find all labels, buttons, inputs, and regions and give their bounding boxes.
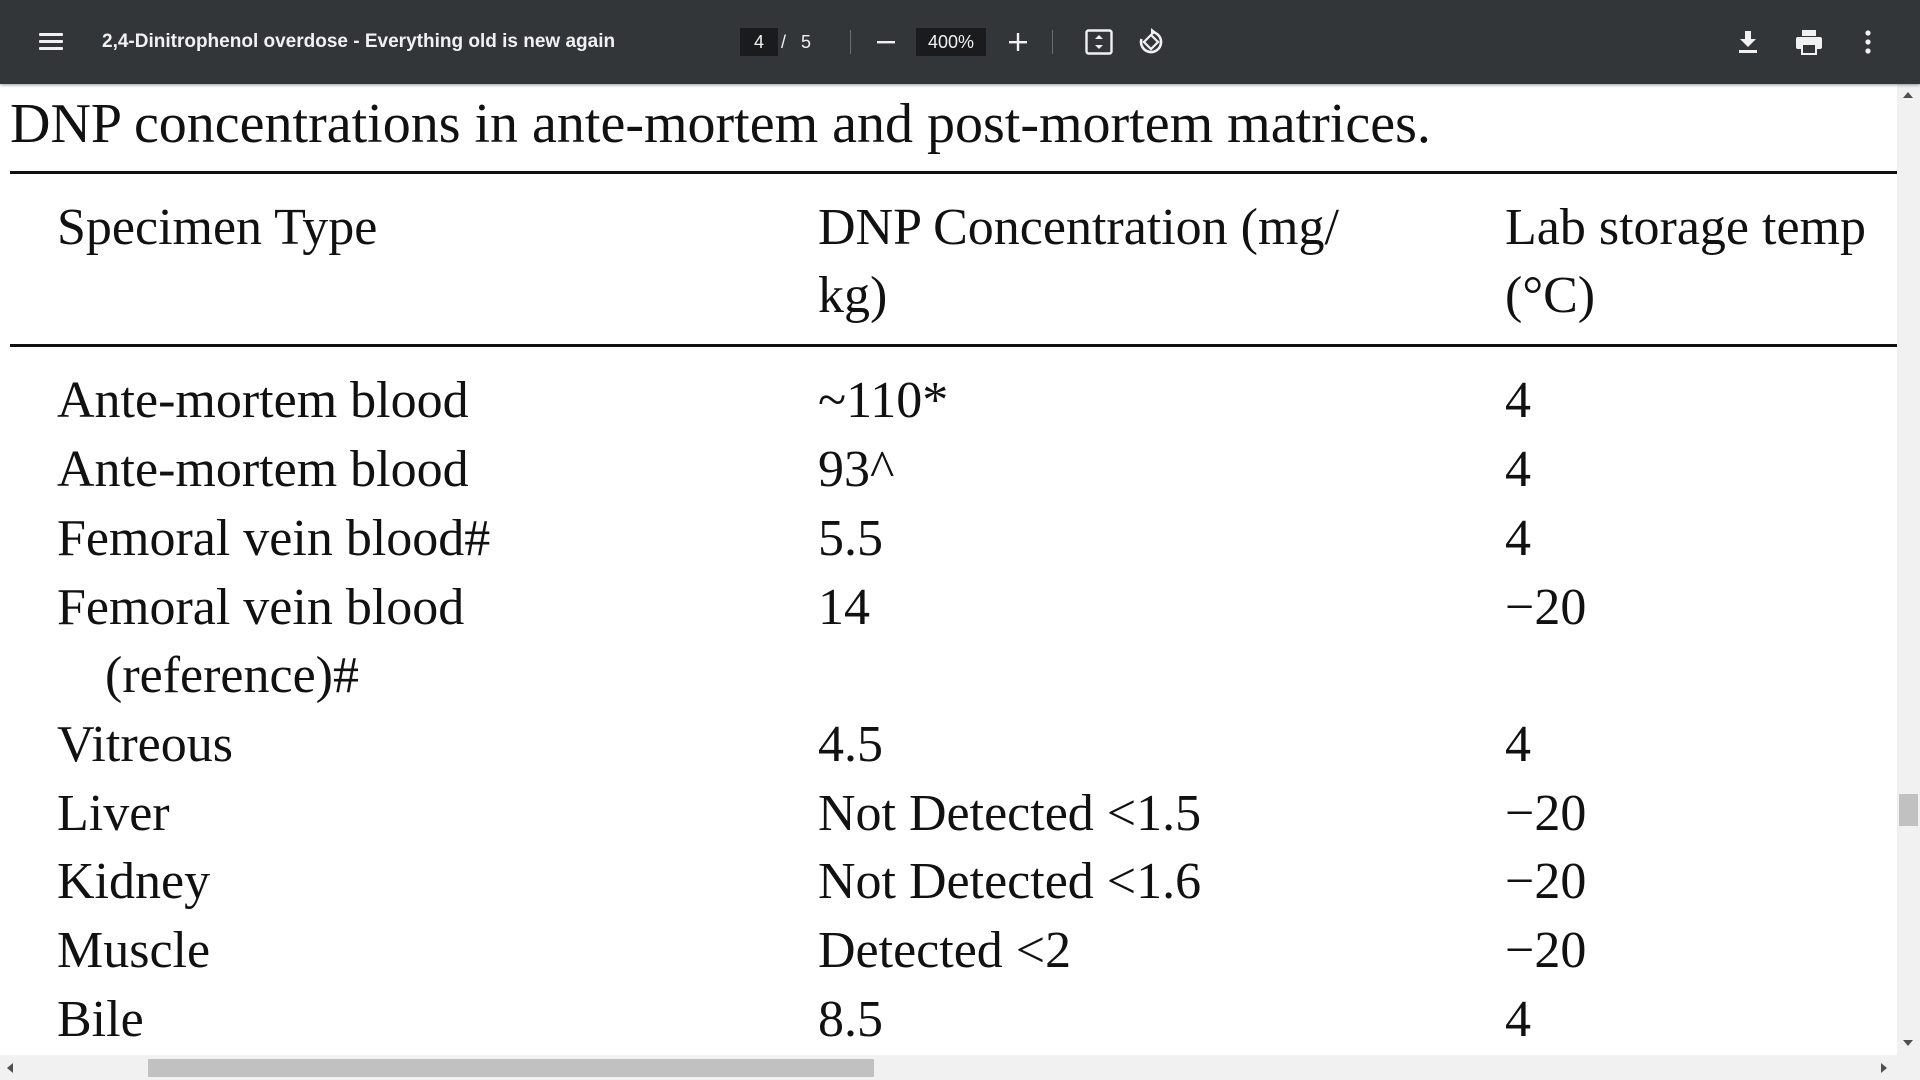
table-cell-specimen-cont: (reference)# — [105, 647, 359, 704]
table-header-rule — [10, 344, 1897, 347]
table-cell-temp: 4 — [1505, 372, 1531, 429]
zoom-out-button[interactable] — [868, 24, 904, 60]
table-cell-temp: 4 — [1505, 716, 1531, 773]
header-specimen-type: Specimen Type — [57, 199, 378, 256]
header-lab-storage-temp-cont: (°C) — [1505, 267, 1596, 324]
table-cell-temp: −20 — [1505, 853, 1587, 910]
table-cell-specimen: Vitreous — [57, 716, 233, 773]
table-cell-concentration: 8.5 — [818, 991, 883, 1048]
more-vert-icon — [1865, 30, 1871, 54]
page-separator: / — [781, 32, 787, 52]
print-button[interactable] — [1790, 22, 1828, 62]
vertical-scrollbar[interactable] — [1897, 84, 1920, 1055]
table-cell-concentration: 5.5 — [818, 510, 883, 567]
page-number-input[interactable] — [740, 28, 778, 56]
table-cell-concentration: Not Detected <1.5 — [818, 785, 1202, 842]
rotate-button[interactable] — [1131, 22, 1171, 62]
table-cell-specimen: Ante-mortem blood — [57, 372, 469, 429]
table-cell-temp: 4 — [1505, 991, 1531, 1048]
header-lab-storage-temp: Lab storage temp — [1505, 199, 1866, 256]
table-cell-temp: −20 — [1505, 785, 1587, 842]
print-icon — [1796, 30, 1822, 55]
table-cell-specimen: Kidney — [57, 853, 211, 910]
table-cell-concentration: Detected <2 — [818, 922, 1072, 979]
table-cell-temp: −20 — [1505, 922, 1587, 979]
scroll-up-arrow-icon[interactable] — [1901, 90, 1915, 100]
table-cell-temp: −20 — [1505, 579, 1587, 636]
zoom-level-input[interactable] — [916, 28, 986, 56]
toolbar-divider — [850, 30, 851, 54]
document-title: 2,4-Dinitrophenol overdose - Everything … — [102, 31, 616, 52]
scroll-left-arrow-icon[interactable] — [4, 1061, 16, 1075]
table-cell-specimen: Muscle — [57, 922, 211, 979]
menu-button[interactable] — [30, 22, 72, 62]
table-cell-specimen: Ante-mortem blood — [57, 441, 469, 498]
rotate-icon — [1139, 28, 1163, 54]
download-button[interactable] — [1730, 22, 1766, 62]
table-cell-temp: 4 — [1505, 441, 1531, 498]
vertical-scrollbar-thumb[interactable] — [1899, 794, 1918, 826]
page-total: 5 — [801, 32, 812, 52]
table-cell-concentration: ~110* — [818, 372, 949, 429]
table-cell-concentration: 14 — [818, 579, 870, 636]
pdf-toolbar: 2,4-Dinitrophenol overdose - Everything … — [0, 0, 1920, 84]
zoom-out-icon — [877, 41, 895, 44]
table-cell-concentration: Not Detected <1.6 — [818, 853, 1202, 910]
table-cell-specimen: Femoral vein blood# — [57, 510, 491, 567]
download-icon — [1739, 31, 1757, 53]
header-dnp-concentration-cont: kg) — [818, 267, 888, 324]
header-dnp-concentration: DNP Concentration (mg/ — [818, 199, 1339, 256]
fit-page-icon — [1085, 29, 1113, 55]
scroll-down-arrow-icon[interactable] — [1901, 1038, 1915, 1048]
table-caption: DNP concentrations in ante-mortem and po… — [10, 93, 1431, 155]
table-top-rule — [10, 171, 1897, 174]
zoom-in-icon — [1009, 33, 1027, 51]
table-cell-concentration: 4.5 — [818, 716, 883, 773]
scroll-right-arrow-icon[interactable] — [1878, 1061, 1890, 1075]
fit-page-button[interactable] — [1080, 22, 1118, 62]
table-cell-specimen: Bile — [57, 991, 144, 1048]
toolbar-divider — [1052, 30, 1053, 54]
table-cell-specimen: Liver — [57, 785, 170, 842]
zoom-in-button[interactable] — [1000, 24, 1036, 60]
table-cell-concentration: 93^ — [818, 441, 895, 498]
table-cell-specimen: Femoral vein blood — [57, 579, 465, 636]
more-options-button[interactable] — [1852, 22, 1884, 62]
menu-icon — [39, 33, 63, 51]
table-cell-temp: 4 — [1505, 510, 1531, 567]
horizontal-scrollbar-thumb[interactable] — [148, 1059, 874, 1077]
document-viewport: DNP concentrations in ante-mortem and po… — [0, 84, 1897, 1055]
